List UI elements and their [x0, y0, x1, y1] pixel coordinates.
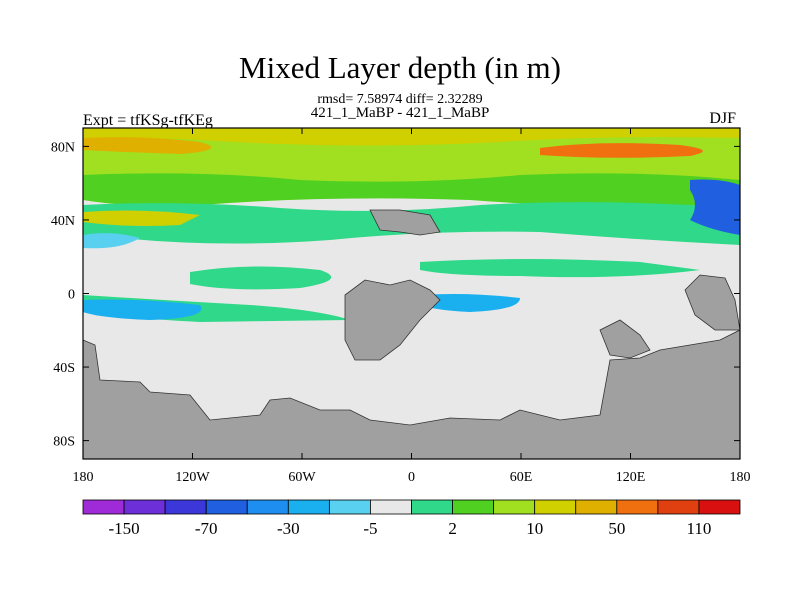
colorbar-label: 10	[526, 519, 543, 538]
land-africa	[344, 279, 441, 361]
map-field	[83, 128, 740, 459]
colorbar-swatch	[493, 499, 536, 515]
colorbar-label: -150	[108, 519, 139, 538]
axes: 180 120W 60W 0 60E 120E 180 80N 40N 0 40S 80S	[51, 128, 751, 485]
x-tick-label: 120E	[616, 470, 646, 485]
colorbar-swatch	[123, 499, 166, 515]
y-tick-label: 40S	[53, 361, 75, 376]
east-pacific-wave	[690, 179, 740, 235]
colorbar-swatch	[82, 499, 125, 515]
rmsd-diff-stats: rmsd= 7.58974 diff= 2.32289	[317, 92, 483, 107]
colorbar-swatch	[411, 499, 453, 515]
y-tick-label: 80N	[51, 140, 75, 155]
colorbar-label: 2	[448, 519, 457, 538]
land-antarctica	[83, 329, 740, 459]
colorbar-swatch	[164, 499, 207, 515]
colorbar-swatch	[534, 499, 577, 515]
band-arctic-yellow	[83, 128, 740, 146]
colorbar-swatch	[205, 499, 248, 515]
colorbar-label: 110	[687, 519, 712, 538]
season-label: DJF	[709, 110, 736, 127]
colorbar-label: 50	[608, 519, 625, 538]
x-tick-label: 180	[730, 470, 751, 485]
land-europe	[369, 209, 441, 236]
southern-light-blue	[83, 233, 140, 249]
colorbar-swatch	[698, 499, 741, 515]
band-arctic-orange-east	[540, 143, 703, 158]
x-tick-label: 60W	[288, 470, 316, 485]
land-asia-east	[684, 274, 740, 331]
colorbar-swatch	[328, 499, 371, 515]
colorbar-swatch	[616, 499, 659, 515]
x-tick-label: 60E	[510, 470, 533, 485]
x-tick-label: 180	[73, 470, 94, 485]
colorbar-label: -5	[363, 519, 377, 538]
colorbar-label: -70	[195, 519, 218, 538]
x-tick-label: 0	[408, 470, 415, 485]
tropical-blue-blob-center	[420, 294, 520, 312]
chart-title: Mixed Layer depth (in m)	[239, 50, 561, 85]
colorbar-swatch	[575, 499, 618, 515]
colorbar-swatch	[370, 499, 412, 515]
band-north-temperate-yellow	[83, 210, 200, 226]
colorbar-swatch	[452, 499, 495, 515]
chart-subtitle: 421_1_MaBP - 421_1_MaBP	[310, 105, 490, 121]
band-arctic-orange-west	[83, 137, 212, 154]
y-tick-label: 0	[68, 288, 75, 303]
experiment-label: Expt = tfKSg-tfKEg	[83, 112, 213, 129]
colorbar-label: -30	[277, 519, 300, 538]
colorbar-swatch	[246, 499, 289, 515]
tropical-green-blob-1	[190, 266, 332, 290]
tropical-green-blob-2	[420, 259, 700, 278]
colorbar-swatch	[287, 499, 330, 515]
band-northern-mid	[83, 173, 740, 207]
land-australia	[599, 319, 651, 359]
y-tick-label: 40N	[51, 214, 75, 229]
colorbar-swatch	[657, 499, 700, 515]
x-tick-label: 120W	[175, 470, 210, 485]
tropical-blue-blob-west	[83, 299, 202, 320]
y-tick-label: 80S	[53, 435, 75, 450]
colorbar: -150 -70 -30 -5 2 10 50 110	[82, 499, 741, 538]
